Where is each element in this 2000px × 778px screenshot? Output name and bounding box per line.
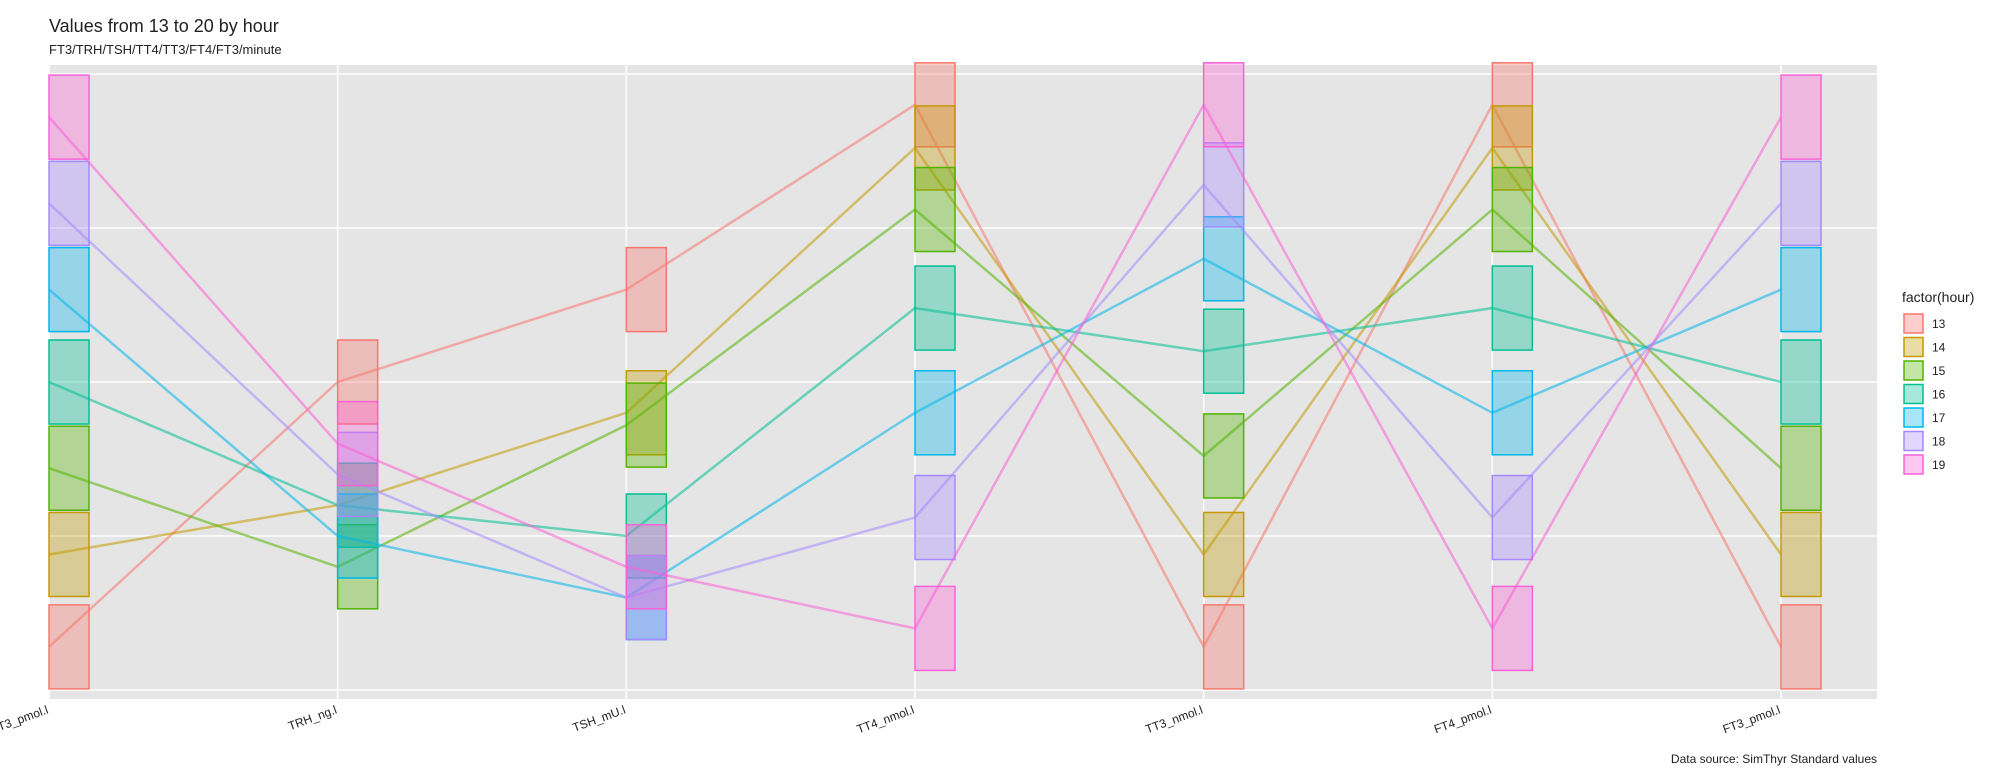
histogram-bar — [1780, 246, 1822, 333]
histogram-bar — [1491, 474, 1534, 561]
legend-label: 13 — [1932, 317, 1946, 331]
histogram-bar — [914, 474, 956, 561]
histogram-bar — [48, 74, 90, 160]
histogram-bar — [625, 554, 668, 641]
histogram-bar — [625, 493, 668, 579]
histogram-bar — [914, 62, 956, 148]
histogram-bar — [914, 370, 956, 456]
histogram-bar — [1491, 105, 1534, 191]
legend-key — [1903, 360, 1924, 381]
histogram-bar — [1491, 370, 1534, 456]
caption: Data source: SimThyr Standard values — [1671, 752, 1877, 766]
x-tick-label: FT4_pmol.l — [1432, 703, 1493, 737]
legend-label: 14 — [1932, 341, 1946, 355]
histogram-bar — [1780, 511, 1822, 598]
histogram-bar — [48, 604, 90, 690]
histogram-bar — [48, 160, 90, 247]
histogram-bar — [1202, 308, 1245, 394]
histogram-bar — [625, 382, 668, 468]
histogram-bar — [1780, 604, 1822, 690]
histogram-bar — [914, 585, 956, 672]
legend-label: 19 — [1932, 458, 1946, 472]
histogram-bar — [1780, 425, 1822, 511]
histogram-bar — [1202, 604, 1245, 690]
chart-subtitle: FT3/TRH/TSH/TT4/TT3/FT4/FT3/minute — [49, 42, 282, 57]
histogram-bar — [1491, 265, 1534, 351]
legend-key — [1903, 313, 1924, 334]
histogram-bar — [1780, 339, 1822, 425]
histogram-bar — [336, 493, 379, 579]
histogram-bar — [625, 524, 668, 610]
histogram-bar — [1202, 62, 1245, 148]
histogram-bar — [48, 339, 90, 425]
histogram-bar — [1202, 142, 1245, 228]
histogram-bar — [914, 105, 956, 191]
histogram-bar — [1491, 585, 1534, 672]
x-tick-label: TRH_ng.l — [286, 703, 338, 733]
histogram-bar — [625, 246, 668, 333]
x-tick-label: TT4_nmol.l — [855, 703, 916, 737]
histogram-bar — [336, 400, 379, 487]
x-tick-label: FT3_pmol.l — [1721, 703, 1782, 737]
legend-key — [1903, 407, 1924, 428]
histogram-bar — [1202, 511, 1245, 598]
legend-key — [1903, 383, 1924, 405]
legend-label: 15 — [1932, 364, 1946, 378]
histogram-bar — [336, 339, 379, 425]
x-tick-label: FT3_pmol.l — [0, 703, 50, 737]
legend-key — [1903, 336, 1924, 358]
histogram-bar — [48, 511, 90, 598]
legend-key — [1903, 454, 1924, 475]
x-tick-label: TT3_nmol.l — [1143, 703, 1204, 737]
histogram-bar — [1780, 160, 1822, 247]
histogram-bar — [48, 425, 90, 511]
legend-label: 17 — [1932, 411, 1946, 425]
histogram-bar — [1780, 74, 1822, 160]
histogram-bar — [914, 265, 956, 351]
histogram-bar — [1491, 62, 1534, 148]
legend-label: 16 — [1932, 388, 1946, 402]
histogram-bar — [336, 524, 379, 610]
histogram-bar — [48, 246, 90, 333]
histogram-bar — [1202, 413, 1245, 499]
histogram-bar — [1202, 216, 1245, 302]
histogram-bar — [1491, 166, 1534, 253]
histogram-bar — [914, 166, 956, 253]
x-tick-label: TSH_mU.l — [571, 703, 628, 735]
chart-title: Values from 13 to 20 by hour — [49, 16, 279, 36]
legend-key — [1903, 430, 1924, 452]
legend-title: factor(hour) — [1902, 289, 1974, 305]
legend-label: 18 — [1932, 435, 1946, 449]
